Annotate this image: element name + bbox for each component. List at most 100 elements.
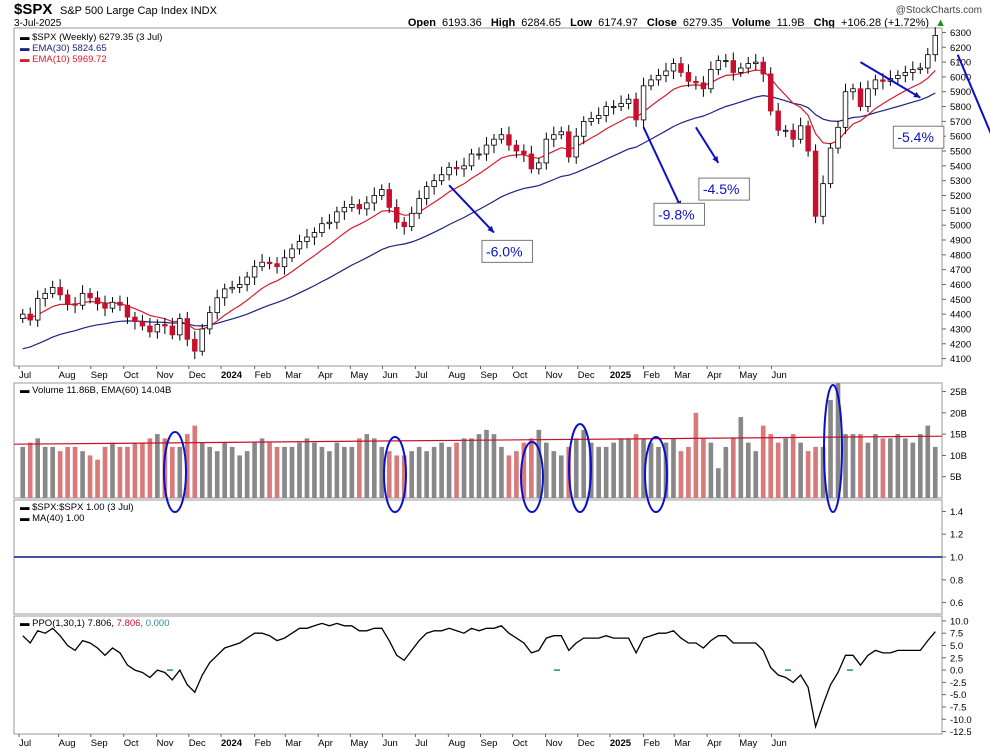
volume-bar	[880, 438, 886, 498]
volume-bar	[252, 442, 257, 498]
volume-bar	[386, 451, 392, 498]
candle-up	[797, 125, 804, 140]
ema30-line	[22, 92, 936, 350]
volume-bar	[357, 438, 362, 498]
x-axis-label: Oct	[124, 738, 139, 749]
volume-label: Volume	[731, 17, 771, 29]
volume-bar	[678, 451, 684, 498]
volume-bar	[50, 446, 55, 498]
candle-up	[835, 126, 841, 149]
candle-up	[820, 183, 826, 217]
volume-bar	[790, 434, 796, 498]
candle-down	[124, 304, 131, 318]
volume-bar	[581, 429, 587, 498]
price-ytick-label: 4200	[950, 339, 971, 350]
candle-up	[715, 60, 722, 70]
volume-bar	[820, 446, 826, 498]
volume-bar	[618, 438, 624, 498]
volume-bar	[596, 446, 601, 498]
volume-ema-line	[13, 435, 943, 445]
candle-up	[468, 153, 475, 167]
x-axis-label: Dec	[189, 370, 206, 381]
candle-up	[251, 266, 258, 278]
candle-up	[423, 186, 430, 199]
candle-up	[925, 54, 931, 69]
volume-bar	[117, 446, 123, 498]
volume-bar	[521, 442, 527, 498]
volume-bar	[603, 446, 609, 498]
volume-bar	[865, 442, 871, 498]
volume-bar	[753, 451, 759, 498]
brand-watermark: @StockCharts.com	[895, 5, 982, 16]
low-value: 6174.97	[598, 17, 638, 29]
volume-bar	[454, 442, 459, 498]
volume-bar	[289, 446, 295, 498]
x-axis-label: Oct	[513, 738, 528, 749]
candle-up	[498, 134, 505, 140]
ppo-ytick-label: -12.5	[950, 727, 972, 738]
candle-up	[214, 297, 220, 314]
symbol-title: $SPX	[14, 1, 53, 18]
ppo-ytick-label: -7.5	[950, 702, 966, 713]
candle-up	[580, 120, 587, 137]
candle-up	[431, 180, 437, 188]
ppo-legend-hist: 0.000	[146, 618, 170, 629]
price-ytick-label: 4300	[950, 324, 971, 335]
candle-up	[154, 324, 161, 333]
volume-bar	[723, 446, 729, 498]
price-ytick-label: 5900	[950, 87, 971, 98]
x-axis-label: Sep	[91, 738, 108, 749]
volume-highlight-ellipse	[163, 431, 187, 513]
pullback-arrow	[956, 54, 990, 135]
volume-bar	[364, 434, 370, 498]
price-ytick-label: 4500	[950, 295, 971, 306]
volume-bar	[775, 442, 781, 498]
candle-up	[491, 138, 497, 146]
candle-up	[207, 312, 213, 330]
ppo-legend-signal: 7.806,	[117, 618, 146, 629]
volume-bar	[506, 455, 512, 498]
candle-down	[880, 79, 886, 82]
candle-up	[738, 67, 744, 73]
volume-bar	[222, 442, 228, 498]
volume-bar	[499, 446, 504, 498]
candle-up	[416, 198, 422, 214]
chart-date: 3-Jul-2025	[14, 18, 62, 29]
volume-bar	[903, 438, 908, 498]
volume-bar	[925, 425, 931, 498]
candle-down	[162, 324, 168, 327]
volume-bar	[536, 429, 542, 498]
x-axis-label: Nov	[546, 370, 563, 381]
volume-ytick-label: 10B	[950, 451, 967, 462]
candle-down	[27, 313, 33, 321]
candle-up	[932, 35, 938, 56]
candle-down	[72, 303, 78, 306]
candle-up	[663, 70, 669, 76]
candle-up	[708, 69, 714, 90]
price-ytick-label: 6300	[950, 28, 971, 39]
x-axis-label: Dec	[578, 738, 595, 749]
x-axis-label: Feb	[255, 370, 271, 381]
candle-down	[192, 338, 198, 352]
candle-down	[102, 303, 108, 309]
candle-up	[551, 134, 557, 140]
volume-bar	[835, 383, 841, 498]
volume-bar	[342, 446, 347, 498]
price-ytick-label: 5400	[950, 161, 971, 172]
candle-up	[229, 287, 235, 290]
volume-highlight-ellipse	[520, 441, 544, 513]
candle-up	[573, 135, 579, 158]
volume-bar	[349, 446, 355, 498]
volume-bar	[768, 434, 774, 498]
volume-bar	[558, 455, 564, 498]
volume-ytick-label: 15B	[950, 430, 967, 441]
candle-down	[266, 261, 273, 265]
volume-bar	[147, 438, 153, 498]
candle-up	[753, 61, 759, 64]
x-axis-label: Jun	[383, 370, 398, 381]
volume-highlight-ellipse	[383, 436, 407, 513]
candle-up	[603, 106, 609, 116]
volume-bar	[917, 434, 923, 498]
candle-down	[453, 166, 460, 170]
